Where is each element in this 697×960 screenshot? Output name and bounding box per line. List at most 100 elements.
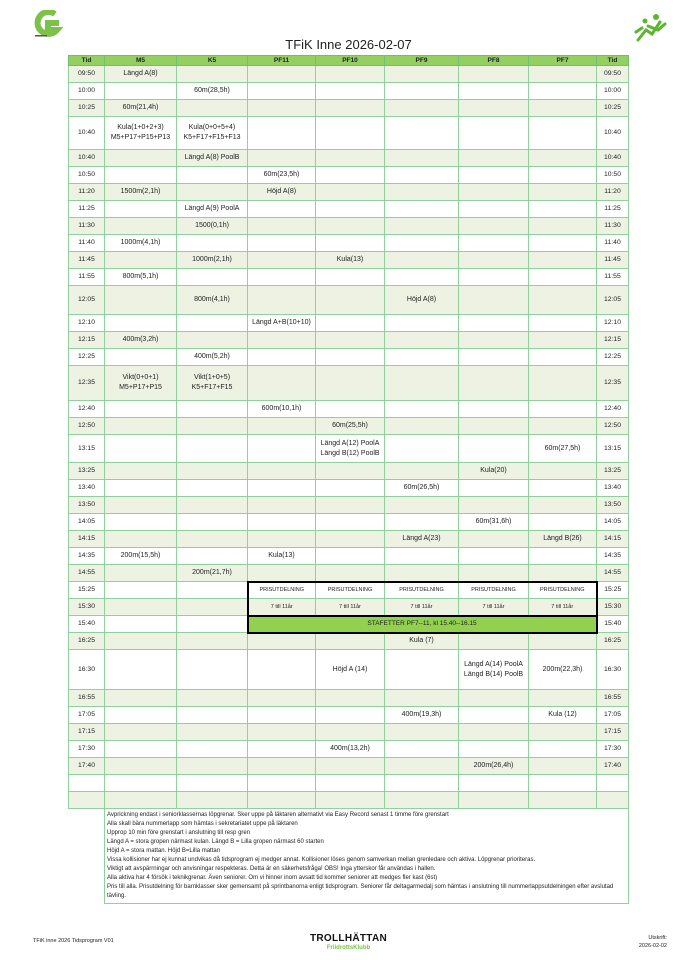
event-cell-pf9	[384, 314, 459, 332]
time-cell-right: 14:55	[596, 564, 629, 582]
event-cell-pf8	[458, 496, 529, 514]
event-cell-pf8	[458, 166, 529, 184]
event-cell-pf8	[458, 251, 529, 269]
event-cell-k5	[176, 774, 248, 792]
time-cell: 17:40	[68, 757, 105, 775]
event-cell-k5: 400m(5,2h)	[176, 348, 248, 366]
note-line: Alla aktiva har 4 försök i teknikgrenar.…	[107, 875, 438, 881]
time-cell-right: 10:25	[596, 99, 629, 117]
event-cell-m5	[104, 723, 177, 741]
event-cell-pf11: 600m(10,1h)	[247, 400, 316, 418]
table-row: 16:25 Kula (7) 16:25	[68, 632, 629, 650]
event-cell-pf11: 60m(23,5h)	[247, 166, 316, 184]
event-cell-pf10	[315, 632, 385, 650]
event-cell-pf8: 7 till 11år	[458, 598, 529, 616]
event-cell-pf9	[384, 99, 459, 117]
event-cell-pf9	[384, 268, 459, 286]
event-cell-pf11	[247, 723, 316, 741]
column-header-m5: M5	[104, 55, 177, 66]
event-cell-pf11	[247, 116, 316, 150]
event-cell-pf11	[247, 479, 316, 497]
event-cell-pf9	[384, 234, 459, 252]
event-cell-pf7	[528, 513, 597, 531]
time-cell-right: 14:05	[596, 513, 629, 531]
event-cell-k5	[176, 757, 248, 775]
time-cell-right: 11:30	[596, 217, 629, 235]
time-cell-right: 11:55	[596, 268, 629, 286]
event-cell-pf10	[315, 564, 385, 582]
event-cell-pf8	[458, 268, 529, 286]
event-cell-pf11	[247, 234, 316, 252]
table-row: 14:35 200m(15,5h) Kula(13) 14:35	[68, 547, 629, 565]
time-cell: 16:25	[68, 632, 105, 650]
event-cell-pf7	[528, 166, 597, 184]
event-cell-m5: Längd A(8)	[104, 65, 177, 83]
table-row: 10:00 60m(28,5h) 10:00	[68, 82, 629, 100]
event-cell-pf11	[247, 496, 316, 514]
event-cell-pf7	[528, 200, 597, 218]
time-cell-right: 16:55	[596, 689, 629, 707]
note-line: Alla skall bära nummerlapp som hämtas i …	[107, 821, 298, 827]
time-cell: 17:15	[68, 723, 105, 741]
event-cell-pf10: 7 till 11år	[315, 598, 385, 616]
event-cell-pf10	[315, 314, 385, 332]
event-cell-pf9	[384, 116, 459, 150]
event-cell-m5: 1000m(4,1h)	[104, 234, 177, 252]
table-row	[68, 791, 629, 809]
table-row: 13:15 Längd A(12) PoolA Längd B(12) PoolB…	[68, 434, 629, 463]
event-cell-m5	[104, 513, 177, 531]
event-cell-m5	[104, 774, 177, 792]
event-cell-pf10	[315, 706, 385, 724]
event-cell-pf8	[458, 774, 529, 792]
time-cell: 11:40	[68, 234, 105, 252]
time-cell-right: 12:15	[596, 331, 629, 349]
event-cell-k5	[176, 417, 248, 435]
event-cell-pf9	[384, 791, 459, 809]
event-cell-k5	[176, 65, 248, 83]
time-cell: 11:45	[68, 251, 105, 269]
event-cell-pf8	[458, 417, 529, 435]
event-cell-k5: Längd A(8) PoolB	[176, 149, 248, 167]
note-line: Vissa kollisioner har ej kunnat undvikas…	[107, 857, 536, 863]
event-cell-m5	[104, 462, 177, 480]
page-title: TFiK Inne 2026-02-07	[285, 37, 412, 52]
event-cell-k5: 60m(28,5h)	[176, 82, 248, 100]
event-cell-m5	[104, 479, 177, 497]
event-cell-pf7	[528, 564, 597, 582]
event-cell-pf7: PRISUTDELNING	[528, 580, 598, 599]
event-cell-k5	[176, 615, 248, 633]
time-cell-right: 12:35	[596, 365, 629, 401]
event-cell-k5	[176, 496, 248, 514]
event-cell-pf9	[384, 183, 459, 201]
event-cell-m5	[104, 149, 177, 167]
event-cell-m5	[104, 400, 177, 418]
table-row: 10:50 60m(23,5h) 10:50	[68, 166, 629, 184]
time-cell-right: 10:40	[596, 116, 629, 150]
time-cell: 12:50	[68, 417, 105, 435]
event-cell-m5	[104, 314, 177, 332]
time-cell: 12:15	[68, 331, 105, 349]
time-cell: 15:25	[68, 581, 105, 599]
event-cell-pf7	[528, 217, 597, 235]
event-cell-k5: Kula(0+0+5+4) K5+F17+F15+F13	[176, 116, 248, 150]
time-cell: 11:20	[68, 183, 105, 201]
time-cell-right: 16:30	[596, 649, 629, 690]
time-cell: 11:30	[68, 217, 105, 235]
time-cell: 12:40	[68, 400, 105, 418]
event-cell-pf9	[384, 65, 459, 83]
event-cell-m5	[104, 348, 177, 366]
notes-block: Avprickning endast i seniorklassernas lö…	[104, 808, 629, 904]
event-cell-pf7	[528, 234, 597, 252]
table-row: 17:15 17:15	[68, 723, 629, 741]
event-cell-pf7: 200m(22,3h)	[528, 649, 597, 690]
table-row: 12:40 600m(10,1h) 12:40	[68, 400, 629, 418]
event-cell-pf7	[528, 479, 597, 497]
event-cell-pf9	[384, 547, 459, 565]
event-cell-pf8	[458, 632, 529, 650]
event-cell-pf8: Längd A(14) PoolA Längd B(14) PoolB	[458, 649, 529, 690]
event-cell-pf9	[384, 348, 459, 366]
event-cell-m5: 60m(21,4h)	[104, 99, 177, 117]
time-cell-right: 12:50	[596, 417, 629, 435]
notes-row: Avprickning endast i seniorklassernas lö…	[69, 808, 629, 904]
